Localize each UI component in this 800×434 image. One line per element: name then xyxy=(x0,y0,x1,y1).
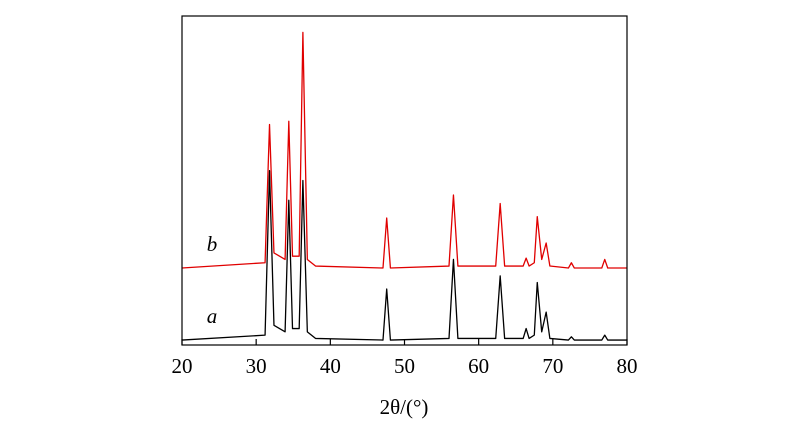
x-tick-label: 40 xyxy=(320,354,341,378)
x-tick-label: 30 xyxy=(246,354,267,378)
series-line xyxy=(181,169,627,341)
x-tick-label: 60 xyxy=(468,354,489,378)
x-tick-label: 70 xyxy=(542,354,563,378)
x-tick-label: 20 xyxy=(172,354,193,378)
series-label: b xyxy=(207,232,218,256)
x-tick-label: 80 xyxy=(617,354,638,378)
x-tick-label: 50 xyxy=(394,354,415,378)
series-line xyxy=(181,31,627,269)
plot-frame xyxy=(181,15,628,346)
x-axis-label: 2θ/(°) xyxy=(380,395,429,419)
series-label: a xyxy=(207,304,218,328)
